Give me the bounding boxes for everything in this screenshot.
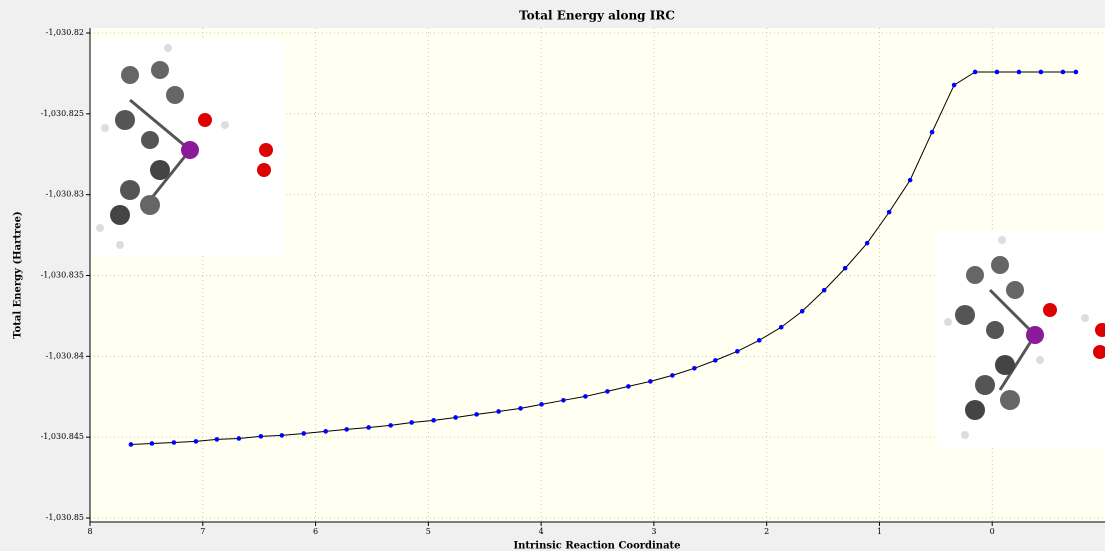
y-tick-label: -1,030.825	[41, 109, 84, 118]
data-point	[409, 420, 414, 425]
data-point	[194, 439, 199, 444]
data-point	[388, 423, 393, 428]
data-point	[518, 406, 523, 411]
x-tick-label: 1	[877, 527, 882, 536]
data-point	[150, 441, 155, 446]
x-tick-label: 4	[539, 527, 544, 536]
x-tick-label: 3	[651, 527, 656, 536]
y-tick-label: -1,030.835	[41, 271, 84, 280]
data-point	[215, 437, 220, 442]
molecule-image	[937, 232, 1105, 447]
data-point	[648, 379, 653, 384]
data-point	[887, 210, 892, 215]
data-point	[1061, 70, 1066, 75]
chart-title: Total Energy along IRC	[519, 9, 675, 23]
data-point	[995, 70, 1000, 75]
y-tick-label: -1,030.83	[46, 190, 84, 199]
x-tick-label: 0	[990, 527, 995, 536]
x-tick-label: 6	[313, 527, 318, 536]
data-point	[930, 130, 935, 135]
data-point	[129, 442, 134, 447]
y-axis-label: Total Energy (Hartree)	[13, 211, 24, 338]
x-tick-label: 7	[200, 527, 205, 536]
data-point	[1074, 70, 1079, 75]
data-point	[605, 389, 610, 394]
data-point	[366, 425, 371, 430]
y-tick-label: -1,030.85	[46, 513, 84, 522]
data-point	[779, 325, 784, 330]
data-point	[474, 412, 479, 417]
data-point	[259, 434, 264, 439]
data-point	[561, 398, 566, 403]
data-point	[713, 358, 718, 363]
x-tick-label: 8	[87, 527, 92, 536]
data-point	[280, 433, 285, 438]
chart: Total Energy along IRC Intrinsic Reactio…	[0, 0, 1105, 551]
data-point	[323, 429, 328, 434]
data-point	[692, 366, 697, 371]
data-point	[1039, 70, 1044, 75]
data-point	[583, 394, 588, 399]
data-point	[952, 83, 957, 88]
data-point	[800, 309, 805, 314]
data-point	[172, 440, 177, 445]
data-point	[453, 415, 458, 420]
x-tick-label: 2	[764, 527, 769, 536]
data-point	[822, 288, 827, 293]
data-point	[539, 402, 544, 407]
y-tick-label: -1,030.845	[41, 432, 84, 441]
page: {"chart_data": {"type": "line", "title":…	[0, 0, 1105, 551]
x-axis-label: Intrinsic Reaction Coordinate	[513, 541, 680, 551]
data-point	[626, 384, 631, 389]
data-point	[237, 436, 242, 441]
y-tick-label: -1,030.84	[46, 351, 84, 360]
y-tick-label: -1,030.82	[46, 28, 84, 37]
x-tick-label: 5	[426, 527, 431, 536]
data-point	[670, 373, 675, 378]
data-point	[843, 266, 848, 271]
data-point	[757, 338, 762, 343]
data-point	[865, 241, 870, 246]
data-point	[1017, 70, 1022, 75]
data-point	[496, 409, 501, 414]
data-point	[735, 349, 740, 354]
data-point	[973, 70, 978, 75]
molecule-image	[92, 40, 285, 255]
data-point	[431, 418, 436, 423]
data-point	[301, 431, 306, 436]
data-point	[344, 427, 349, 432]
data-point	[908, 178, 913, 183]
